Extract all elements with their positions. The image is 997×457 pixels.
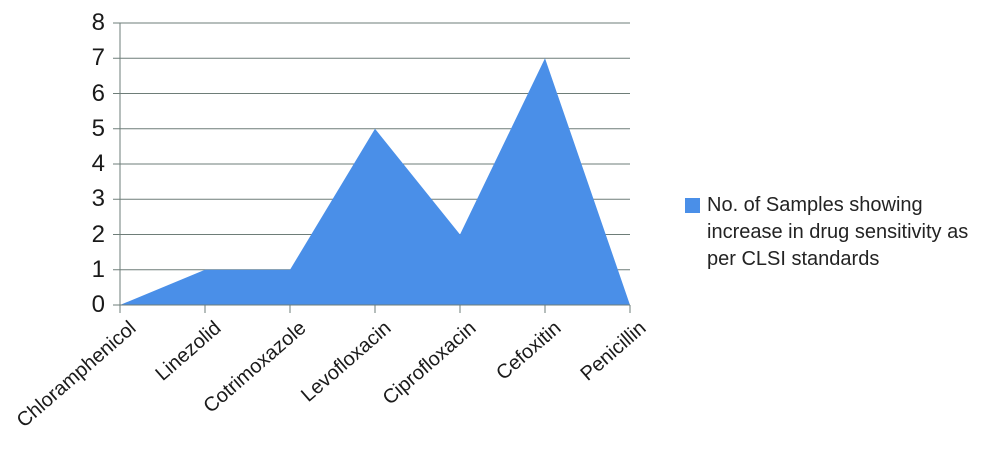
x-tick-label: Chloramphenicol [12, 317, 141, 433]
y-tick-label: 6 [91, 79, 105, 107]
y-tick-label: 8 [91, 9, 105, 36]
y-tick-label: 5 [91, 114, 105, 142]
area-series [120, 58, 630, 305]
y-tick-label: 1 [91, 255, 105, 283]
legend-label: No. of Samples showing increase in drug … [707, 194, 969, 270]
y-tick-label: 2 [91, 220, 105, 248]
y-tick-label: 4 [91, 150, 105, 177]
legend-swatch [685, 198, 700, 213]
y-tick-label: 3 [91, 185, 105, 213]
y-tick-label: 0 [91, 291, 105, 318]
plot-area [113, 22, 631, 313]
y-tick-label: 7 [91, 44, 105, 72]
plot-svg [113, 22, 631, 313]
legend: No. of Samples showing increase in drug … [685, 192, 997, 273]
